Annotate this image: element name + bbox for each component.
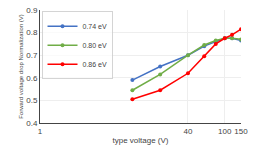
svg-text:150: 150 [234, 127, 248, 136]
svg-text:1: 1 [38, 127, 43, 136]
svg-text:40: 40 [184, 127, 193, 136]
svg-text:Forward voltage drop Normaliza: Forward voltage drop Normalization (V) [18, 14, 24, 119]
svg-text:0.80 eV: 0.80 eV [83, 42, 107, 49]
svg-text:0.4: 0.4 [26, 119, 38, 128]
svg-text:100: 100 [218, 127, 232, 136]
svg-text:type voltage (V): type voltage (V) [112, 136, 168, 145]
svg-text:0.5: 0.5 [26, 96, 38, 105]
svg-text:0.8: 0.8 [26, 28, 38, 37]
svg-text:0.74 eV: 0.74 eV [83, 23, 107, 30]
svg-text:0.7: 0.7 [26, 51, 38, 60]
svg-text:0.9: 0.9 [26, 6, 38, 15]
svg-text:0.86 eV: 0.86 eV [83, 61, 107, 68]
svg-text:0.6: 0.6 [26, 74, 38, 83]
